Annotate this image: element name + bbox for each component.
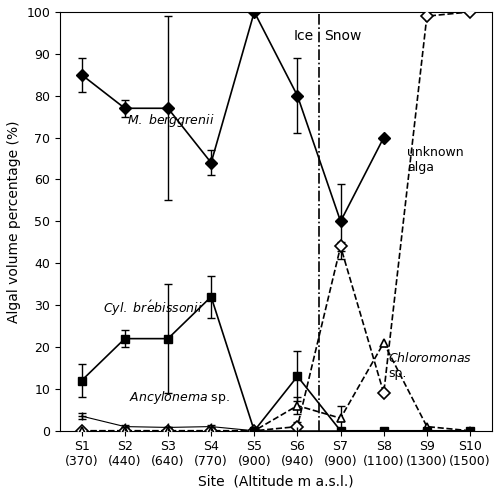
Text: $\it{Chloromonas}$
sp.: $\it{Chloromonas}$ sp.: [388, 351, 472, 380]
Text: unknown
alga: unknown alga: [408, 146, 464, 174]
Text: $\it{M.}$ $\it{berggrenii}$: $\it{M.}$ $\it{berggrenii}$: [127, 112, 214, 129]
Y-axis label: Algal volume percentage (%): Algal volume percentage (%): [7, 120, 21, 323]
Text: $\it{Ancylonema}$ sp.: $\it{Ancylonema}$ sp.: [129, 389, 230, 405]
Text: Snow: Snow: [324, 29, 362, 43]
Text: Ice: Ice: [294, 29, 314, 43]
X-axis label: Site  (Altitude m a.s.l.): Site (Altitude m a.s.l.): [198, 474, 354, 488]
Text: $\it{Cyl.}$ $\it{br\'{e}bissonii}$: $\it{Cyl.}$ $\it{br\'{e}bissonii}$: [103, 298, 203, 318]
